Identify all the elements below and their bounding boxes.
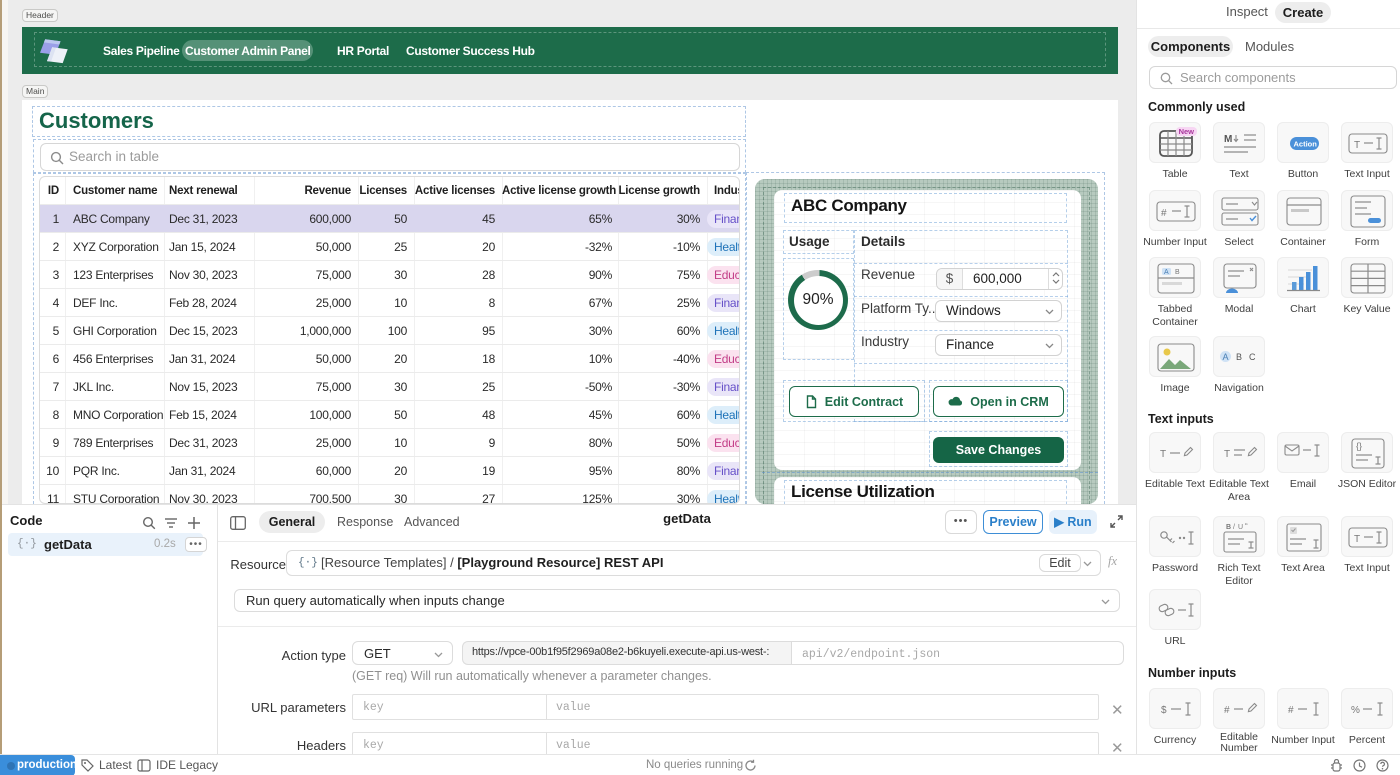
svg-text:A: A (1164, 269, 1169, 276)
svg-text:C: C (1249, 352, 1256, 362)
svg-text:#: # (1224, 705, 1230, 716)
svg-text:B: B (1236, 352, 1242, 362)
svg-text:T: T (1160, 449, 1166, 460)
svg-text:$: $ (1161, 705, 1167, 716)
svg-text:“: “ (1245, 522, 1248, 531)
svg-text:#: # (1288, 705, 1294, 716)
svg-text:A: A (1223, 352, 1229, 362)
svg-text:B: B (1226, 524, 1231, 531)
svg-text:B: B (1175, 269, 1180, 276)
svg-text:T: T (1354, 140, 1360, 151)
svg-text:#: # (1161, 208, 1167, 219)
svg-text:/: / (1233, 524, 1235, 531)
svg-text:T: T (1354, 534, 1360, 545)
svg-text:{}: {} (1356, 441, 1362, 451)
svg-text:T: T (1224, 449, 1230, 460)
svg-text:%: % (1351, 705, 1360, 716)
svg-text:U: U (1238, 524, 1243, 531)
svg-text:M: M (1224, 134, 1232, 145)
svg-text:Action: Action (1294, 140, 1318, 149)
